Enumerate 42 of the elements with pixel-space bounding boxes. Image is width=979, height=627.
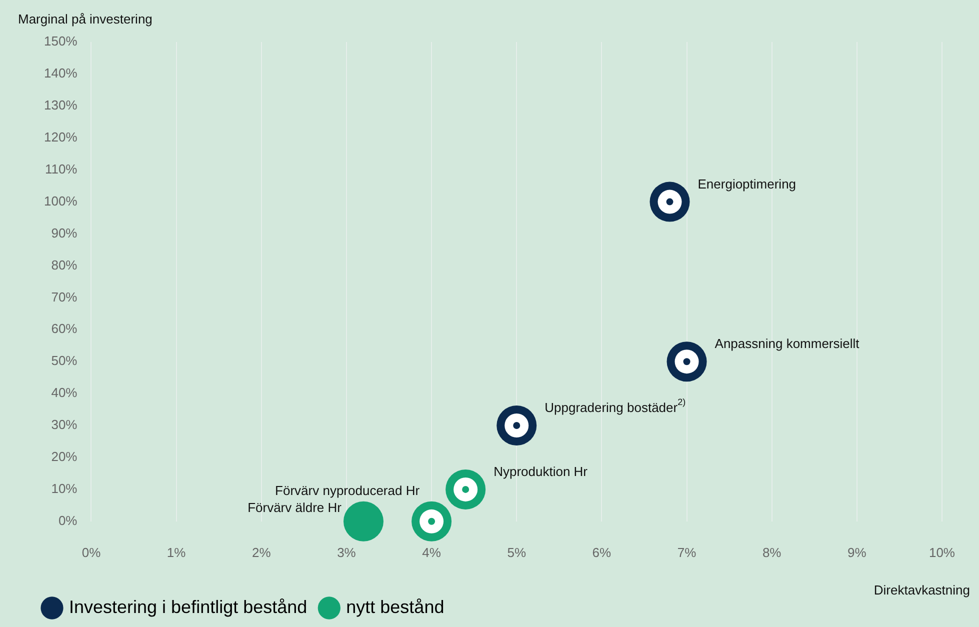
y-tick-label: 110% xyxy=(44,161,78,176)
x-tick-label: 1% xyxy=(166,544,186,560)
x-tick-label: 2% xyxy=(252,544,272,560)
annotation: Förvärv äldre Hr xyxy=(248,500,342,515)
y-tick-label: 120% xyxy=(44,129,78,144)
point xyxy=(446,469,486,510)
x-axis-title: Direktavkastning xyxy=(874,582,970,598)
point xyxy=(666,342,707,382)
y-tick-label: 130% xyxy=(44,98,78,112)
x-tick-label: 10% xyxy=(928,544,956,560)
x-tick-label: 4% xyxy=(422,544,442,560)
point xyxy=(650,182,690,222)
point xyxy=(496,406,537,446)
x-tick-label: 7% xyxy=(677,544,697,560)
point xyxy=(343,501,384,542)
y-tick-label: 80% xyxy=(51,257,78,272)
x-tick-label: 8% xyxy=(762,544,782,560)
legend-label: Investering i befintligt bestånd xyxy=(69,596,308,617)
y-tick-label: 40% xyxy=(51,385,78,400)
y-tick-label: 50% xyxy=(51,353,78,368)
y-tick-label: 30% xyxy=(51,417,78,432)
y-tick-label: 0% xyxy=(58,512,78,528)
x-tick-label: 3% xyxy=(337,544,356,560)
y-tick-label: 20% xyxy=(51,449,78,464)
annotation: Förvärv nyproducerad Hr xyxy=(275,482,420,498)
y-tick-label: 90% xyxy=(51,225,78,240)
y-tick-label: 140% xyxy=(44,66,78,81)
x-tick-label: 0% xyxy=(82,544,102,560)
y-tick-label: 60% xyxy=(51,321,78,336)
y-tick-label: 10% xyxy=(51,481,78,496)
x-tick-label: 5% xyxy=(507,544,526,560)
legend-label: nytt bestånd xyxy=(346,596,444,617)
y-axis-title: Marginal på investering xyxy=(18,12,152,27)
x-tick-label: 6% xyxy=(592,544,612,560)
y-tick-label: 70% xyxy=(51,289,78,304)
y-tick-label: 150% xyxy=(44,34,78,49)
annotation: Nyproduktion Hr xyxy=(494,464,588,480)
annotation: Energioptimering xyxy=(698,176,796,192)
point xyxy=(412,501,452,542)
x-tick-label: 9% xyxy=(848,544,867,560)
annotation: Anpassning kommersiellt xyxy=(714,336,860,352)
y-tick-label: 100% xyxy=(44,193,78,208)
